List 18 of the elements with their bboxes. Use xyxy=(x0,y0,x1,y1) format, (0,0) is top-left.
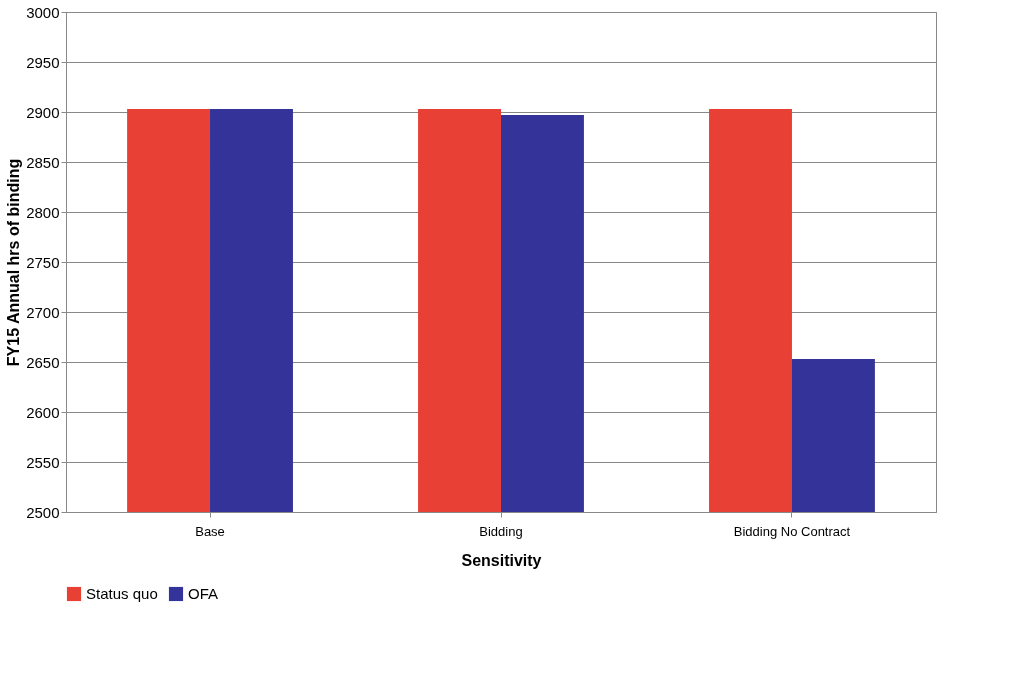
y-tick-label: 2800 xyxy=(26,203,60,221)
y-tick-label: 2700 xyxy=(26,303,60,321)
y-tick-label: 2500 xyxy=(26,503,60,521)
y-tick-label: 2600 xyxy=(26,403,60,421)
x-tick-label: Base xyxy=(195,523,225,539)
x-axis-title: Sensitivity xyxy=(461,551,542,569)
y-axis-title: FY15 Annual hrs of binding xyxy=(5,158,23,367)
legend-label: Status quo xyxy=(86,585,158,602)
y-tick-label: 2850 xyxy=(26,153,60,171)
x-tick-label: Bidding No Contract xyxy=(733,523,851,539)
legend-label: OFA xyxy=(188,585,219,602)
y-tick-label: 2750 xyxy=(26,253,60,271)
y-tick-label: 2900 xyxy=(26,103,60,121)
x-tick-label: Bidding xyxy=(479,523,523,539)
y-tick-label: 2550 xyxy=(26,453,60,471)
y-tick-label: 2650 xyxy=(26,353,60,371)
y-tick-label: 3000 xyxy=(26,3,60,21)
y-tick-label: 2950 xyxy=(26,53,60,71)
